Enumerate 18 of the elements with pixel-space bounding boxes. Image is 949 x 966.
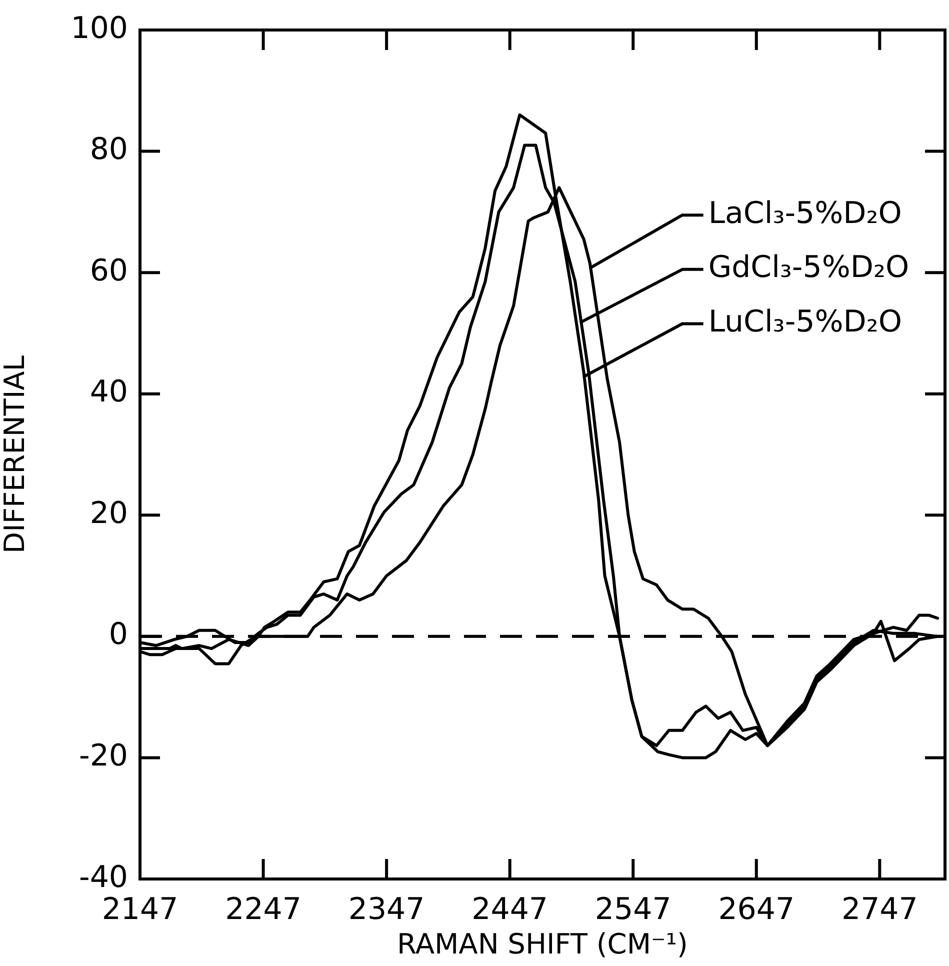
y-tick-label: -20 [79, 738, 128, 774]
x-tick-label: 2247 [225, 892, 302, 927]
x-tick-label: 2647 [718, 892, 795, 927]
y-axis-title: DIFFERENTIAL [0, 355, 32, 554]
y-tick-label: 0 [108, 617, 128, 652]
y-tick-label: 100 [70, 10, 128, 46]
y-tick-label: 20 [90, 496, 128, 531]
x-tick-label: 2447 [472, 892, 548, 927]
legend-label: LuCl₃-5%D₂O [708, 304, 902, 340]
legend-label: GdCl₃-5%D₂O [708, 250, 910, 286]
legend-label: LaCl₃-5%D₂O [708, 196, 902, 231]
y-tick-label: 40 [90, 374, 128, 410]
y-tick-label: 80 [90, 132, 128, 168]
x-tick-label: 2347 [348, 892, 425, 927]
x-tick-label: 2547 [594, 892, 672, 927]
x-tick-label: 2747 [841, 892, 918, 927]
y-tick-label: 60 [90, 253, 128, 288]
x-axis-title: RAMAN SHIFT (CM⁻¹) [397, 927, 688, 960]
